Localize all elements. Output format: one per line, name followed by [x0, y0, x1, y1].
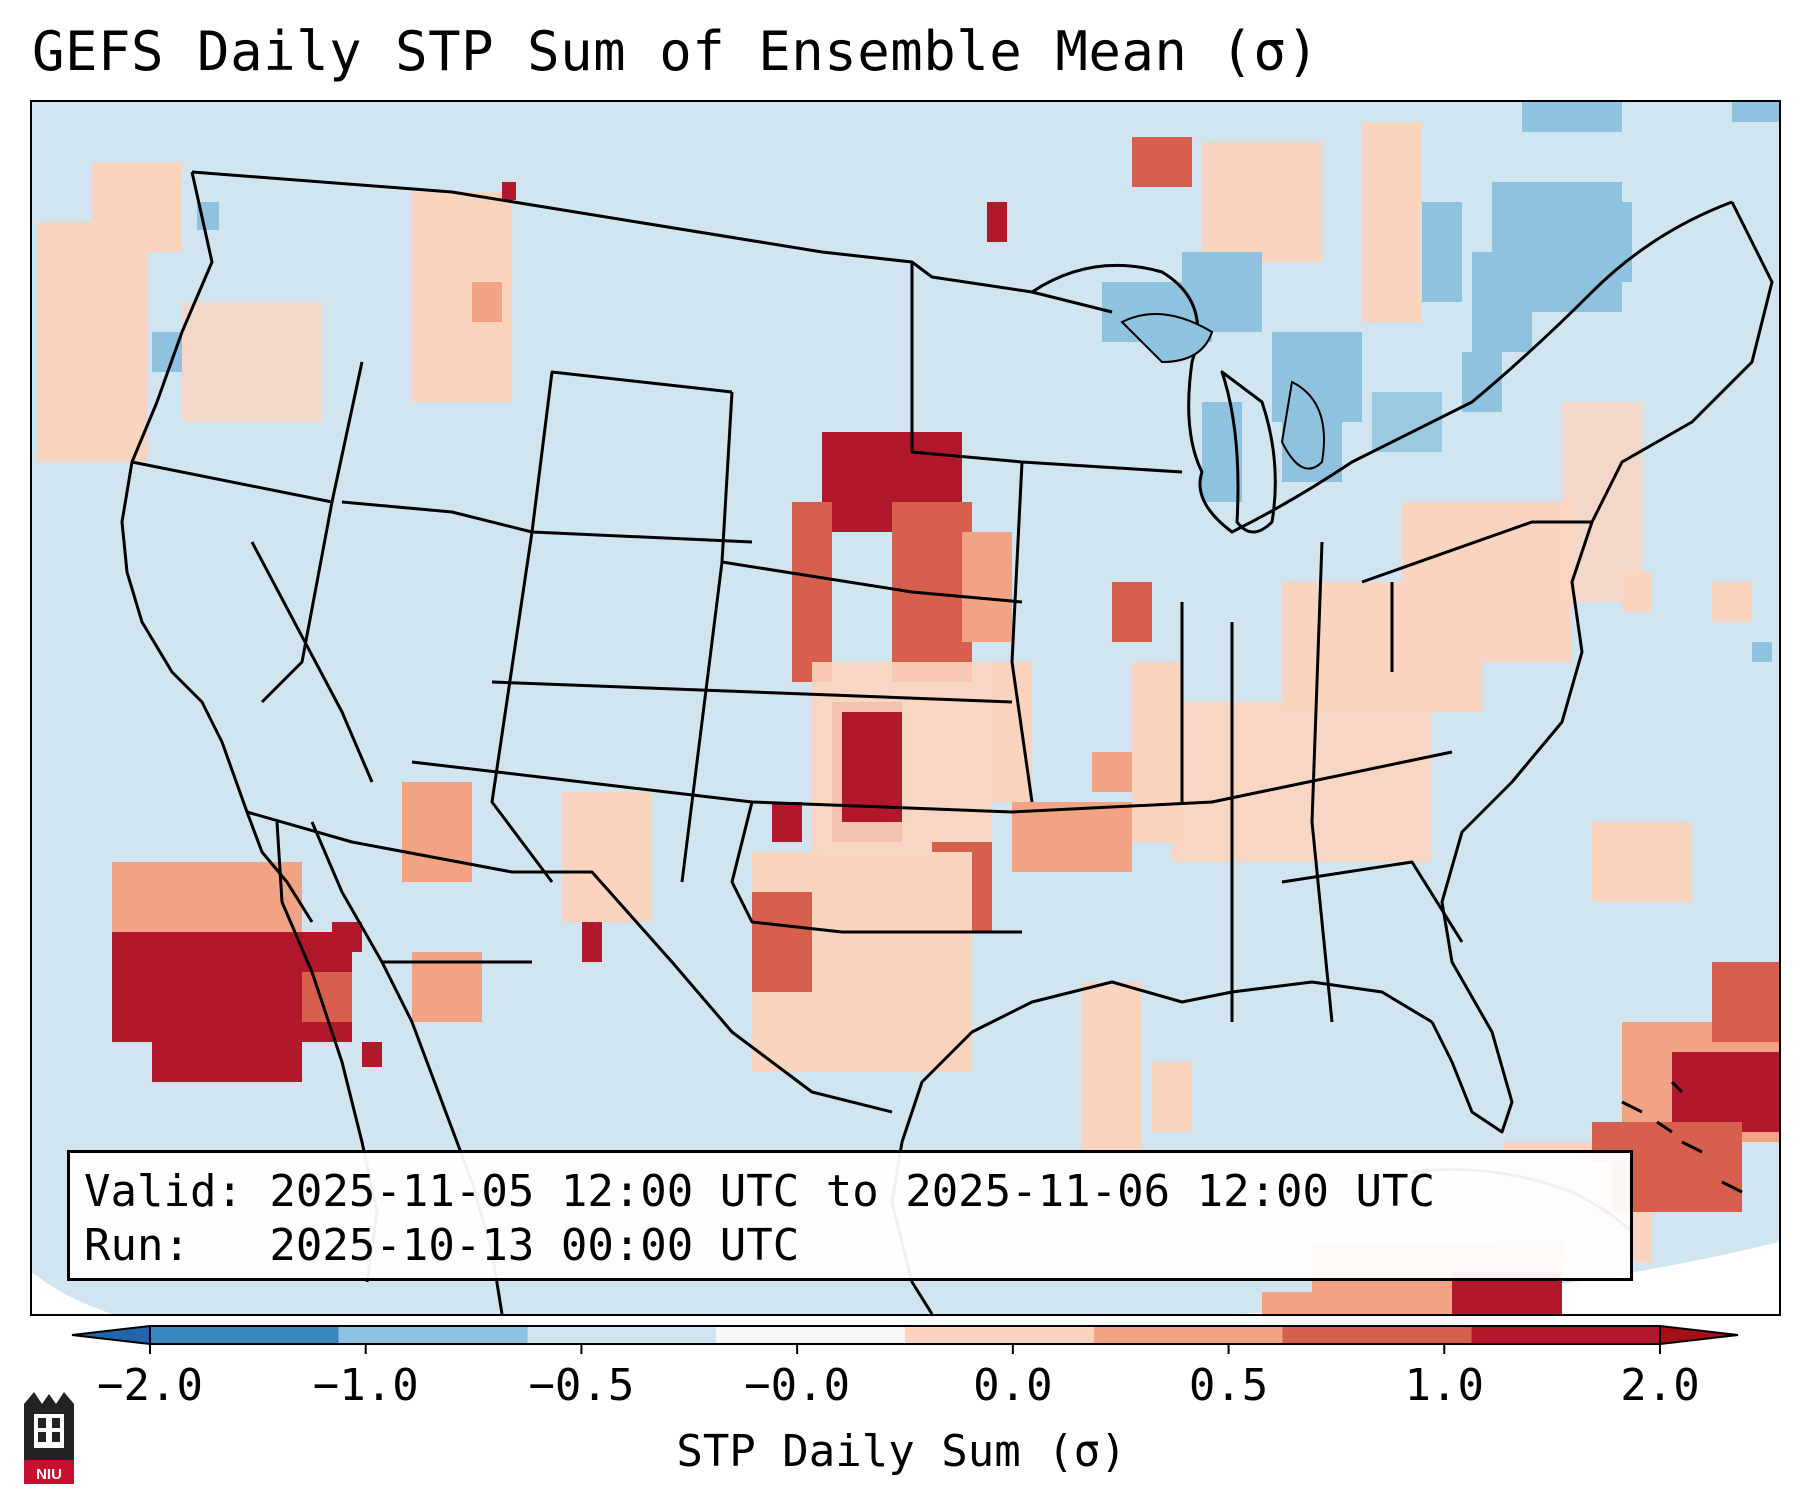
- colorbar-tick-label: −0.0: [744, 1360, 851, 1411]
- colorbar-segment: [150, 1326, 339, 1344]
- colorbar-tick-label: −2.0: [97, 1360, 203, 1411]
- colorbar-tick-label: 2.0: [1620, 1360, 1700, 1411]
- map-title: GEFS Daily STP Sum of Ensemble Mean (σ): [32, 20, 1320, 83]
- niu-logo: NIU: [24, 1392, 74, 1484]
- colorbar-tick-label: 1.0: [1404, 1360, 1485, 1411]
- colorbar-tick-label: 0.0: [973, 1360, 1053, 1411]
- colorbar-tick-label: 0.5: [1188, 1360, 1269, 1411]
- validity-info-box: Valid: 2025-11-05 12:00 UTC to 2025-11-0…: [67, 1150, 1633, 1281]
- run-time-text: Run: 2025-10-13 00:00 UTC: [84, 1220, 800, 1271]
- colorbar: [71, 1324, 1739, 1354]
- valid-time-text: Valid: 2025-11-05 12:00 UTC to 2025-11-0…: [84, 1166, 1436, 1217]
- colorbar-outline: [149, 1325, 1661, 1345]
- colorbar-tick-label: −0.5: [528, 1360, 635, 1411]
- colorbar-segment: [527, 1326, 717, 1344]
- bahamas-islands: [1621, 1080, 1743, 1194]
- colorbar-extend-low: [71, 1324, 151, 1346]
- colorbar-segment: [716, 1326, 905, 1344]
- logo-text: NIU: [36, 1466, 62, 1483]
- borders: [120, 170, 1774, 1314]
- colorbar-segment: [1282, 1326, 1472, 1344]
- colorbar-tick-label: −1.0: [312, 1360, 419, 1411]
- map-panel: [30, 100, 1781, 1316]
- map-canvas: [32, 102, 1779, 1314]
- colorbar-segment: [1093, 1326, 1283, 1344]
- colorbar-extend-high: [1659, 1324, 1739, 1346]
- colorbar-segment: [905, 1326, 1094, 1344]
- colorbar-segment: [1471, 1326, 1660, 1344]
- great-lakes: [1120, 313, 1325, 470]
- colorbar-label: STP Daily Sum (σ): [676, 1426, 1127, 1477]
- colorbar-segment: [338, 1326, 528, 1344]
